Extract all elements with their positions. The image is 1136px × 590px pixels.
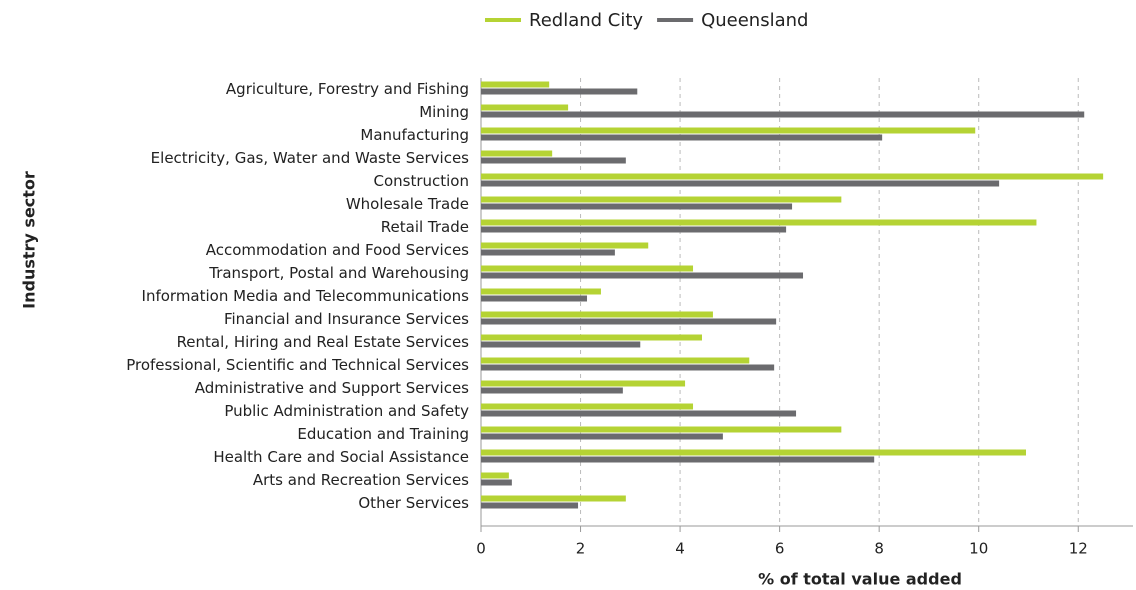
bar xyxy=(481,226,787,233)
y-tick-label: Mining xyxy=(419,103,469,121)
bar xyxy=(481,357,750,364)
bar xyxy=(481,104,569,111)
y-tick-label: Public Administration and Safety xyxy=(224,402,469,420)
bar xyxy=(481,272,804,279)
y-tick-label: Rental, Hiring and Real Estate Services xyxy=(177,333,470,351)
bar xyxy=(481,265,694,272)
y-tick-label: Administrative and Support Services xyxy=(195,379,469,397)
bar xyxy=(481,410,797,417)
x-tick-label: 2 xyxy=(576,540,586,558)
bar xyxy=(481,502,579,509)
bar xyxy=(481,150,553,157)
bar xyxy=(481,456,875,463)
x-tick-label: 8 xyxy=(874,540,884,558)
bar xyxy=(481,196,842,203)
y-tick-label: Retail Trade xyxy=(381,218,469,236)
bar xyxy=(481,134,883,141)
bar xyxy=(481,364,775,371)
y-tick-label: Education and Training xyxy=(297,425,469,443)
bar xyxy=(481,380,686,387)
bar xyxy=(481,449,1026,456)
y-tick-label: Accommodation and Food Services xyxy=(206,241,469,259)
bar xyxy=(481,111,1085,118)
bar xyxy=(481,219,1037,226)
y-tick-label: Wholesale Trade xyxy=(346,195,469,213)
bar xyxy=(481,311,713,318)
bar xyxy=(481,127,976,134)
bar xyxy=(481,81,550,88)
y-tick-label: Electricity, Gas, Water and Waste Servic… xyxy=(151,149,470,167)
y-tick-label: Other Services xyxy=(358,494,469,512)
bar xyxy=(481,157,626,164)
y-tick-label: Arts and Recreation Services xyxy=(253,471,469,489)
bar xyxy=(481,433,723,440)
bar xyxy=(481,426,842,433)
y-axis-title: Industry sector xyxy=(20,171,39,309)
bar xyxy=(481,387,623,394)
bar xyxy=(481,180,1000,187)
bar xyxy=(481,203,793,210)
x-tick-label: 12 xyxy=(1069,540,1088,558)
x-tick-label: 6 xyxy=(775,540,785,558)
bar xyxy=(481,295,588,302)
y-tick-label: Manufacturing xyxy=(360,126,469,144)
bar xyxy=(481,318,777,325)
bar xyxy=(481,495,626,502)
bar xyxy=(481,88,638,95)
y-tick-label: Professional, Scientific and Technical S… xyxy=(126,356,469,374)
y-tick-label: Construction xyxy=(373,172,469,190)
bar xyxy=(481,288,601,295)
bar xyxy=(481,334,702,341)
bar xyxy=(481,173,1104,180)
bar xyxy=(481,242,649,249)
bar xyxy=(481,341,641,348)
x-tick-label: 0 xyxy=(476,540,486,558)
y-tick-label: Financial and Insurance Services xyxy=(224,310,469,328)
x-axis-title: % of total value added xyxy=(758,570,962,589)
bar xyxy=(481,403,694,410)
bar xyxy=(481,249,615,256)
x-tick-label: 10 xyxy=(969,540,988,558)
y-tick-label: Transport, Postal and Warehousing xyxy=(208,264,469,282)
x-tick-label: 4 xyxy=(675,540,685,558)
bar xyxy=(481,479,512,486)
y-tick-label: Health Care and Social Assistance xyxy=(213,448,469,466)
y-tick-label: Information Media and Telecommunications xyxy=(142,287,470,305)
y-tick-label: Agriculture, Forestry and Fishing xyxy=(226,80,469,98)
legend-label: Queensland xyxy=(701,10,808,31)
legend-label: Redland City xyxy=(529,10,643,31)
bar xyxy=(481,472,509,479)
